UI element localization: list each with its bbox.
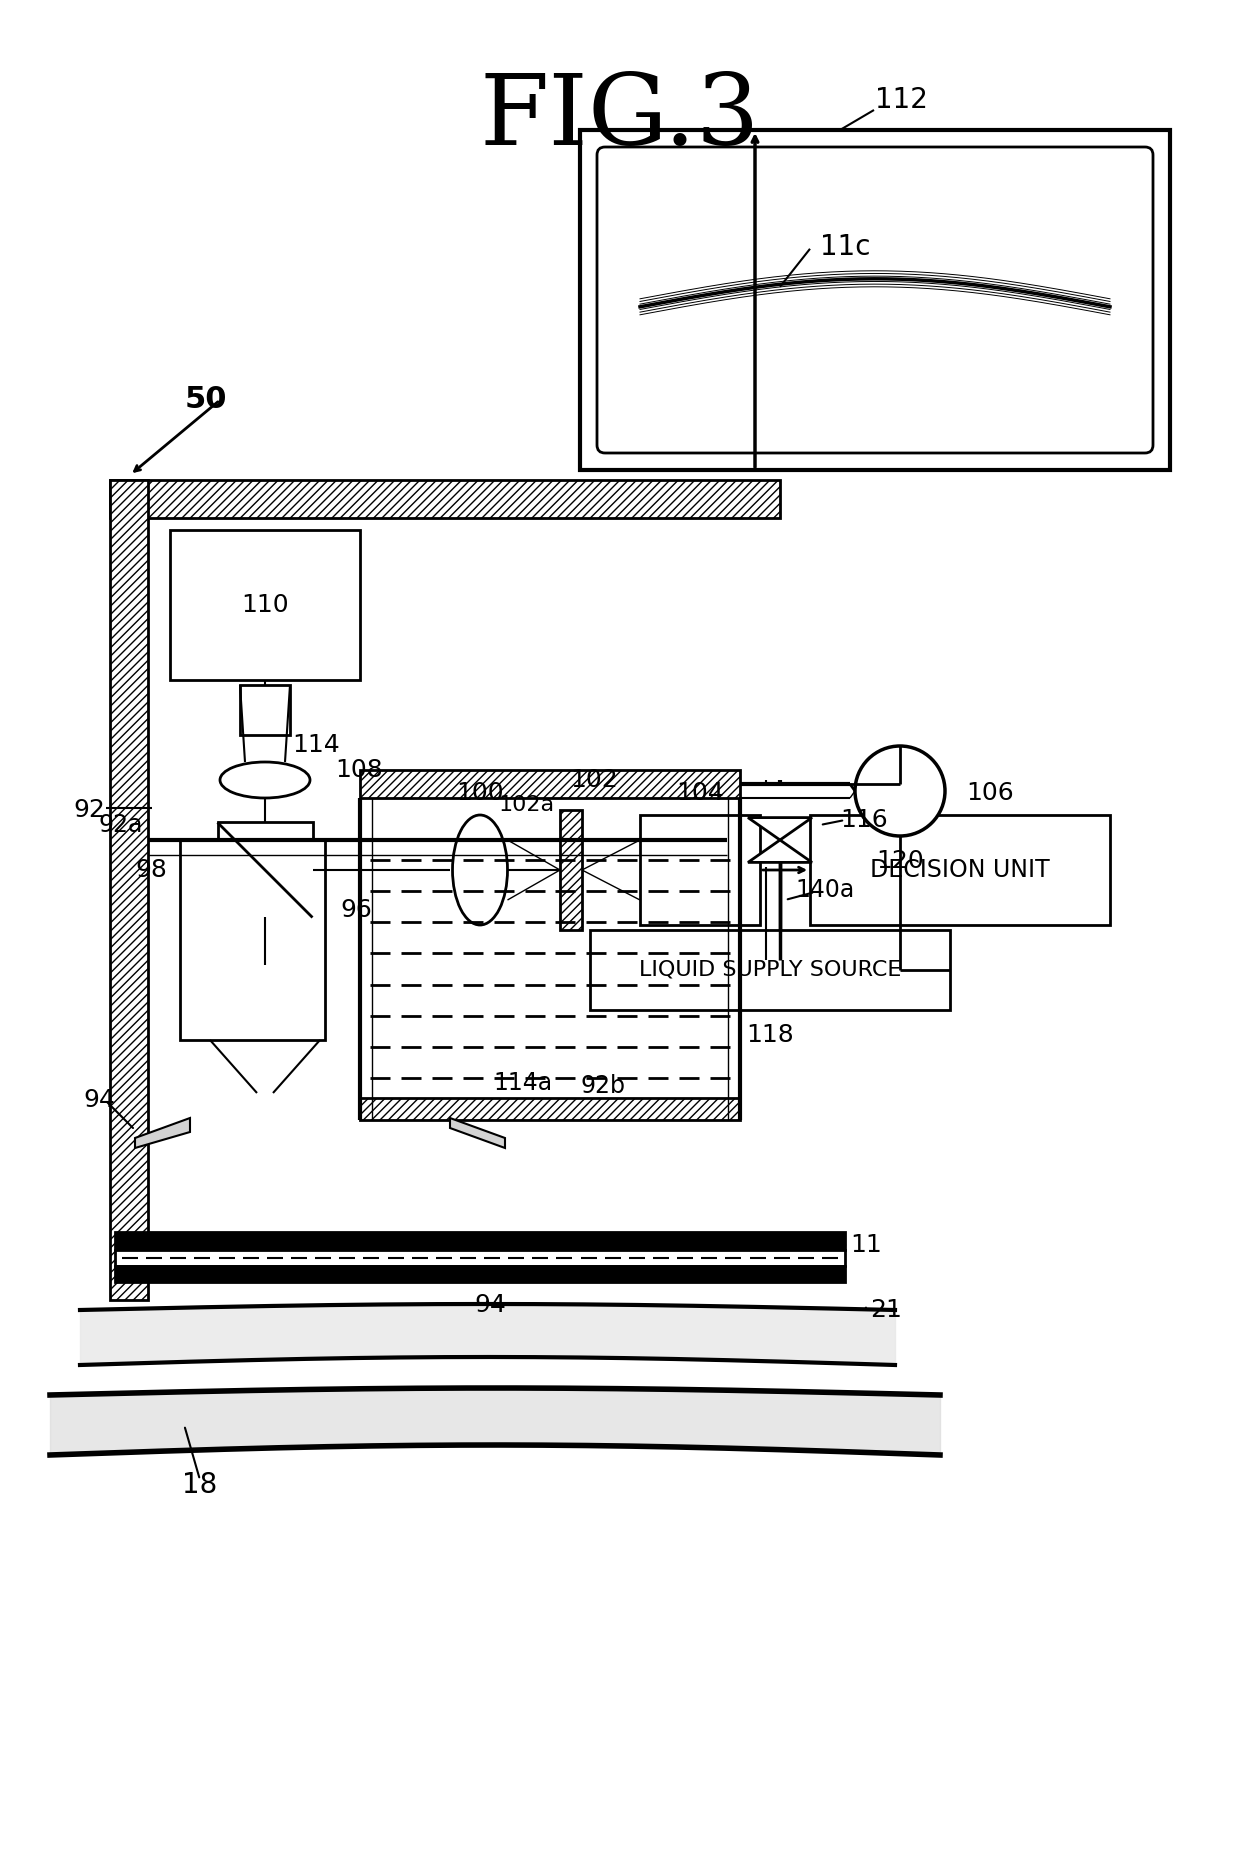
Text: 104: 104 <box>676 781 724 805</box>
Text: 92a: 92a <box>99 813 143 837</box>
Bar <box>110 480 148 1300</box>
Text: 102a: 102a <box>498 794 556 815</box>
Text: 96: 96 <box>340 898 372 923</box>
Text: 108: 108 <box>335 759 383 781</box>
Text: 102: 102 <box>570 768 618 792</box>
Ellipse shape <box>219 763 310 798</box>
Text: 110: 110 <box>242 593 289 618</box>
Polygon shape <box>450 1118 505 1148</box>
Bar <box>110 480 780 517</box>
Bar <box>115 1231 844 1250</box>
Text: 94: 94 <box>83 1088 115 1112</box>
FancyBboxPatch shape <box>596 147 1153 454</box>
Text: 94: 94 <box>474 1293 506 1317</box>
Text: 106: 106 <box>966 781 1014 805</box>
Text: 114a: 114a <box>494 1071 552 1096</box>
Ellipse shape <box>453 815 507 924</box>
Bar <box>170 530 360 681</box>
Bar <box>115 1250 844 1267</box>
Polygon shape <box>748 841 812 863</box>
Text: DECISION UNIT: DECISION UNIT <box>870 857 1050 882</box>
Text: LIQUID SUPPLY SOURCE: LIQUID SUPPLY SOURCE <box>639 960 901 980</box>
Text: 112: 112 <box>875 86 928 113</box>
Bar <box>560 809 582 930</box>
Text: 11: 11 <box>849 1233 882 1257</box>
Text: FIG.3: FIG.3 <box>480 71 760 166</box>
Text: 92: 92 <box>73 798 105 822</box>
Bar <box>810 815 1110 924</box>
Bar <box>180 841 325 1040</box>
Text: 98: 98 <box>135 857 167 882</box>
Polygon shape <box>135 1118 190 1148</box>
Text: 11c: 11c <box>820 232 870 260</box>
Bar <box>590 930 950 1010</box>
Text: 118: 118 <box>746 1023 794 1047</box>
Text: 100: 100 <box>456 781 503 805</box>
Text: 114: 114 <box>293 733 340 757</box>
Circle shape <box>856 746 945 835</box>
Text: 116: 116 <box>839 807 888 831</box>
Bar <box>241 684 290 735</box>
Text: 92b: 92b <box>580 1073 625 1097</box>
Bar <box>115 1267 844 1282</box>
Bar <box>217 822 312 917</box>
Bar <box>360 770 740 798</box>
Text: 140a: 140a <box>795 878 854 902</box>
Text: 18: 18 <box>182 1471 218 1499</box>
Text: 120: 120 <box>877 848 924 872</box>
Bar <box>640 815 760 924</box>
Text: 50: 50 <box>185 385 227 415</box>
Bar <box>580 130 1171 471</box>
Text: 21: 21 <box>870 1298 901 1322</box>
Polygon shape <box>748 818 812 841</box>
Bar <box>360 1097 740 1120</box>
